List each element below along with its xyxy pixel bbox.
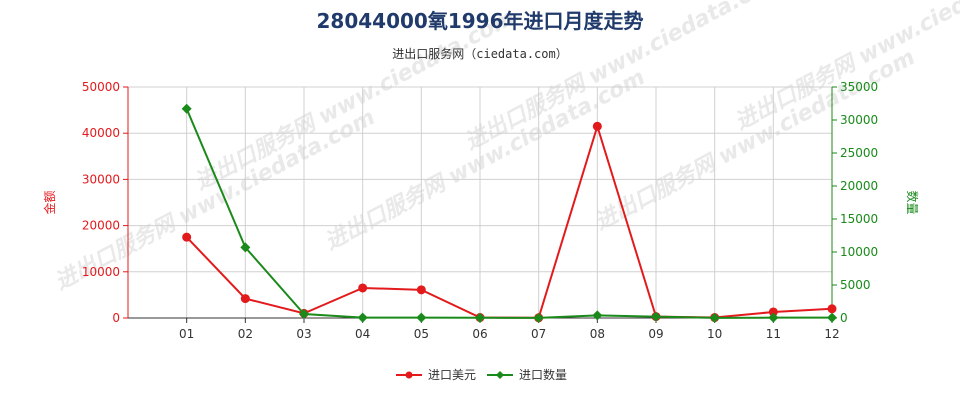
- legend-label-1: 进口数量: [519, 367, 567, 382]
- right-tick-label-1: 5000: [840, 278, 871, 292]
- left-tick-label-2: 20000: [82, 219, 120, 233]
- chart-title: 28044000氧1996年进口月度走势: [317, 9, 644, 33]
- x-tick-label-0: 01: [179, 327, 194, 341]
- series-0-point-10: [768, 307, 778, 317]
- series-1-point-8: [651, 311, 661, 322]
- legend: 进口美元 进口数量: [396, 367, 567, 382]
- left-axis-title: 金额: [42, 190, 57, 214]
- right-tick-label-7: 35000: [840, 80, 878, 94]
- series-0-point-11: [827, 304, 837, 314]
- series-1-point-3: [357, 312, 368, 323]
- legend-marker-0: [405, 371, 413, 379]
- x-tick-label-1: 02: [238, 327, 253, 341]
- left-tick-label-3: 30000: [82, 172, 120, 186]
- series-1-point-5: [475, 312, 485, 323]
- series-0-point-1: [240, 294, 250, 304]
- x-tick-label-6: 07: [531, 327, 546, 341]
- x-tick-label-4: 05: [414, 327, 429, 341]
- series-0-point-0: [182, 232, 192, 242]
- series-layer: [181, 103, 837, 323]
- series-1-point-7: [592, 310, 603, 321]
- left-tick-label-5: 50000: [82, 80, 120, 94]
- left-tick-label-4: 40000: [82, 126, 120, 140]
- series-1-point-9: [709, 312, 720, 323]
- series-0-point-7: [592, 121, 602, 131]
- x-tick-label-5: 06: [472, 327, 487, 341]
- series-0-point-4: [416, 285, 426, 295]
- legend-marker-1: [496, 371, 504, 379]
- right-tick-label-2: 10000: [840, 245, 878, 259]
- legend-label-0: 进口美元: [428, 368, 476, 382]
- series-1-point-10: [768, 312, 779, 323]
- series-1-point-1: [240, 242, 251, 253]
- x-tick-label-7: 08: [590, 327, 605, 341]
- x-tick-label-10: 11: [766, 327, 781, 341]
- right-axis-title: 数量: [905, 190, 920, 214]
- series-1-point-6: [533, 312, 544, 323]
- chart-subtitle: 进出口服务网（ciedata.com）: [392, 46, 567, 61]
- left-tick-label-1: 10000: [82, 265, 120, 279]
- x-tick-label-9: 10: [707, 327, 722, 341]
- right-tick-label-6: 30000: [840, 113, 878, 127]
- right-tick-label-3: 15000: [840, 212, 878, 226]
- axis-layer: 0 10000 20000 30000 40000 50000 0 5000 10000 1500…: [82, 80, 878, 341]
- series-line-1: [185, 108, 832, 319]
- x-tick-label-2: 03: [296, 327, 311, 341]
- x-tick-label-8: 09: [648, 327, 663, 341]
- series-1-point-11: [827, 312, 837, 323]
- right-tick-label-0: 0: [840, 311, 848, 325]
- x-tick-label-11: 12: [824, 327, 839, 341]
- right-tick-label-4: 20000: [840, 179, 878, 193]
- series-0-point-3: [358, 283, 368, 293]
- right-tick-label-5: 25000: [840, 146, 878, 160]
- left-tick-label-0: 0: [112, 311, 120, 325]
- series-1-point-4: [416, 312, 427, 323]
- x-tick-label-3: 04: [355, 327, 370, 341]
- series-1-point-2: [299, 309, 309, 320]
- series-1-point-0: [181, 103, 192, 114]
